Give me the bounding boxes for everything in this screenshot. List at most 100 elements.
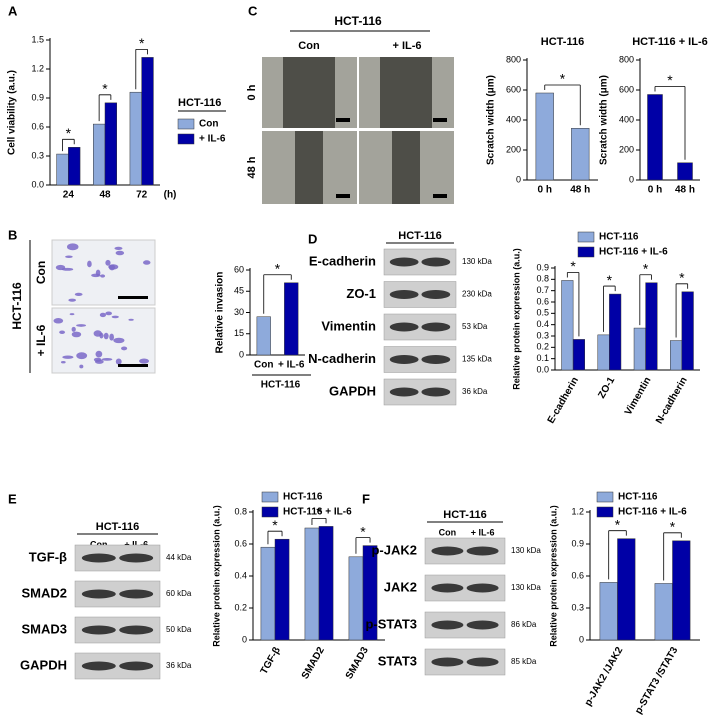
- bar: [535, 92, 554, 181]
- y-tick-label: 0.2: [536, 342, 549, 352]
- x-tick-label: E-cadherin: [546, 375, 581, 425]
- blot-band: [431, 546, 464, 556]
- bar: [284, 282, 299, 356]
- significance-bracket: [675, 283, 689, 338]
- band-size: 36 kDa: [462, 387, 488, 396]
- blot-band: [81, 625, 116, 635]
- cell: [101, 357, 113, 361]
- significance-bracket: [62, 138, 75, 152]
- bar: [645, 282, 658, 371]
- x-tick-label: + IL-6: [278, 360, 305, 371]
- y-tick-label: 600: [619, 84, 634, 94]
- row-label: 48 h: [246, 156, 258, 178]
- x-tick-label: p-JAK2 /JAK2: [583, 645, 626, 708]
- bar: [609, 293, 622, 371]
- y-tick-label: 0.4: [536, 319, 549, 329]
- y-tick-label: 0.6: [536, 296, 549, 306]
- blot-band: [466, 620, 499, 630]
- band-size: 50 kDa: [166, 625, 192, 634]
- protein-name: ZO-1: [346, 286, 376, 301]
- column-label: Con: [298, 40, 320, 52]
- blot-band: [466, 657, 499, 667]
- chart-title: HCT-116 + IL-6: [632, 36, 708, 48]
- cell: [91, 273, 101, 278]
- legend-swatch: [261, 506, 279, 518]
- blot-band: [119, 589, 154, 599]
- significance-label: *: [66, 125, 72, 141]
- blot-header: HCT-116: [443, 509, 486, 521]
- x-tick-label: N-cadherin: [654, 375, 690, 426]
- cell: [105, 311, 112, 316]
- bar: [56, 153, 69, 186]
- cell: [66, 243, 79, 251]
- protein-name: TGF-β: [29, 549, 67, 564]
- bar: [93, 123, 106, 186]
- legend-swatch: [577, 231, 595, 243]
- y-tick-label: 0: [579, 634, 584, 644]
- cell: [60, 361, 66, 364]
- blot-header: HCT-116: [398, 230, 441, 242]
- panel-letter: C: [248, 3, 258, 18]
- blot-band: [421, 290, 451, 299]
- band-size: 86 kDa: [511, 620, 537, 629]
- row-label: + IL-6: [34, 324, 48, 356]
- y-tick-label: 0.6: [571, 570, 584, 580]
- significance-bracket: [608, 530, 627, 580]
- band-size: 44 kDa: [166, 553, 192, 562]
- legend-swatch: [261, 491, 279, 503]
- cell: [69, 313, 75, 316]
- y-tick-label: 0: [239, 349, 244, 359]
- legend-label: HCT-116 + IL-6: [599, 247, 668, 258]
- panel-letter: B: [8, 227, 17, 242]
- legend-label: HCT-116: [283, 492, 323, 503]
- cell: [100, 274, 106, 278]
- lane-label: + IL-6: [124, 539, 148, 549]
- cell: [121, 346, 128, 351]
- y-tick-label: 200: [619, 144, 634, 154]
- significance-bracket: [639, 274, 652, 326]
- y-tick-label: 60: [234, 264, 244, 274]
- protein-name: p-JAK2: [371, 542, 417, 557]
- blot-band: [466, 583, 499, 593]
- x-tick-label: TGF-β: [259, 645, 283, 676]
- y-tick-label: 0.9: [31, 92, 44, 102]
- lane-label: Con: [90, 539, 108, 549]
- cell: [105, 259, 111, 266]
- band-size: 130 kDa: [511, 546, 541, 555]
- protein-name: p-STAT3: [365, 616, 417, 631]
- y-tick-label: 15: [234, 328, 244, 338]
- panel-letter: E: [8, 491, 17, 506]
- x-tick-label: Vimentin: [623, 375, 654, 417]
- blot-band: [119, 625, 154, 635]
- protein-name: E-cadherin: [309, 253, 376, 268]
- cell: [109, 333, 115, 341]
- blot-band: [389, 387, 419, 397]
- protein-name: SMAD2: [21, 585, 67, 600]
- cell: [103, 332, 109, 340]
- bar: [260, 546, 276, 641]
- cell: [71, 326, 76, 332]
- y-tick-label: 0.6: [234, 538, 247, 548]
- band-size: 135 kDa: [462, 355, 492, 364]
- significance-label: *: [679, 270, 685, 286]
- y-tick-label: 800: [506, 54, 521, 64]
- y-axis-label: Cell viability (a.u.): [7, 70, 18, 155]
- significance-bracket: [663, 532, 682, 581]
- bar: [677, 162, 693, 181]
- bar: [670, 340, 683, 371]
- y-axis-label: Relative protein expression (a.u.): [511, 248, 521, 390]
- significance-label: *: [667, 72, 673, 88]
- cell: [139, 358, 150, 364]
- x-tick-label: SMAD2: [300, 645, 327, 681]
- significance-label: *: [316, 504, 322, 520]
- y-tick-label: 0: [516, 174, 521, 184]
- cell: [59, 330, 66, 335]
- y-tick-label: 0.6: [31, 121, 44, 131]
- scratch-gap: [380, 57, 432, 128]
- y-tick-label: 0.8: [536, 274, 549, 284]
- significance-label: *: [275, 260, 281, 276]
- significance-label: *: [560, 71, 566, 87]
- bar: [571, 128, 590, 181]
- protein-name: STAT3: [378, 653, 417, 668]
- cell: [113, 337, 125, 344]
